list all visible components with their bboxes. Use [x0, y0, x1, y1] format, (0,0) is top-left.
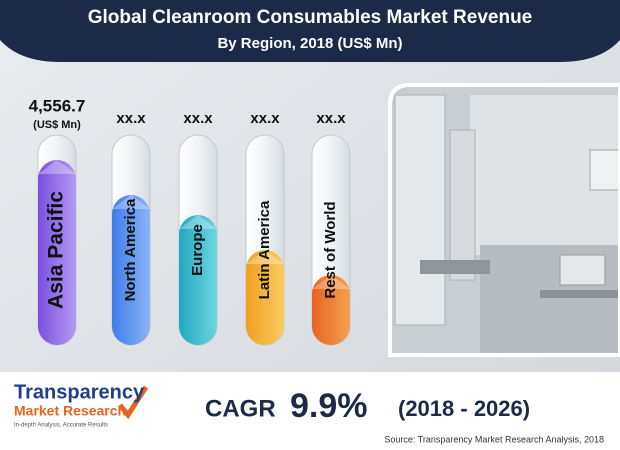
subtitle: By Region, 2018 (US$ Mn)	[217, 35, 402, 52]
tube-fill-top	[112, 195, 150, 209]
footer-band	[0, 372, 620, 450]
cagr-value: 9.9%	[290, 387, 368, 425]
tube-fill	[312, 275, 350, 345]
logo-check	[118, 385, 149, 420]
logo-line1: Transparency	[14, 381, 145, 403]
region-unit: (US$ Mn)	[33, 119, 81, 131]
tube-fill-top	[38, 160, 76, 174]
region-name: Rest of World	[322, 201, 339, 298]
tube-fill	[179, 215, 217, 345]
region-value: 4,556.7	[29, 96, 86, 115]
source: Source: Transparency Market Research Ana…	[384, 434, 604, 444]
tube-fill	[246, 250, 284, 345]
tube-fill	[112, 195, 150, 345]
region-name: Europe	[189, 224, 206, 276]
tube-fill-top	[246, 250, 284, 264]
logo-tagline: In-depth Analysis, Accurate Results	[14, 423, 108, 429]
tube-fill-top	[179, 215, 217, 229]
region-name: Latin America	[256, 200, 273, 299]
title: Global Cleanroom Consumables Market Reve…	[88, 7, 533, 28]
tube-fill-top	[312, 275, 350, 289]
logo-line2: Market Research	[14, 403, 126, 419]
region-value: xx.x	[316, 110, 346, 127]
cleanroom-photo	[390, 85, 620, 355]
region-name: North America	[122, 198, 139, 301]
cagr-period: (2018 - 2026)	[398, 396, 530, 421]
region-value: xx.x	[116, 110, 146, 127]
photo-frame	[388, 83, 620, 357]
header-band	[0, 0, 620, 62]
region-value: xx.x	[250, 110, 280, 127]
tube-fill	[38, 160, 76, 345]
region-name: Asia Pacific	[45, 191, 68, 309]
region-value: xx.x	[183, 110, 213, 127]
cagr-label: CAGR	[205, 395, 276, 422]
columns: Asia Pacific 4,556.7 (US$ Mn) North America…	[29, 96, 351, 346]
